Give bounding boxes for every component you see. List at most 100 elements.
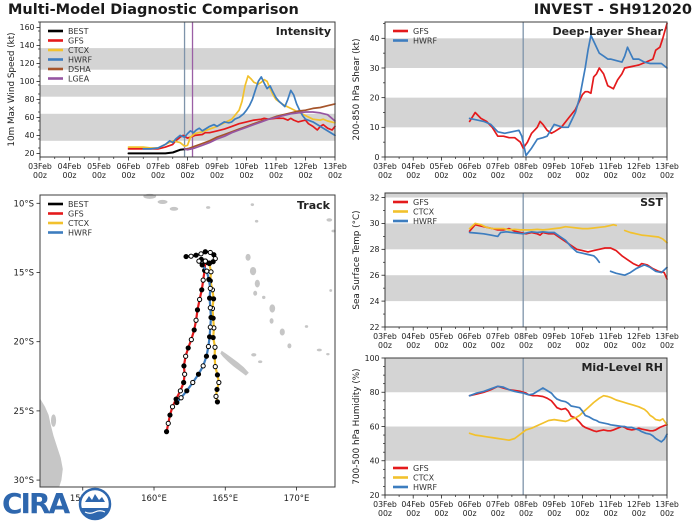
svg-text:09Feb: 09Feb (542, 162, 566, 171)
svg-text:Track: Track (297, 199, 331, 212)
svg-text:04Feb: 04Feb (401, 162, 425, 171)
sst-axes: 03Feb00z04Feb00z05Feb00z06Feb00z07Feb00z… (352, 192, 679, 350)
sst-chart: 03Feb00z04Feb00z05Feb00z06Feb00z07Feb00z… (352, 192, 679, 350)
svg-text:00z: 00z (298, 171, 312, 180)
svg-text:00z: 00z (434, 509, 448, 518)
svg-text:00z: 00z (33, 171, 47, 180)
svg-text:00z: 00z (463, 171, 477, 180)
svg-text:28: 28 (370, 245, 380, 254)
svg-text:13Feb: 13Feb (655, 332, 679, 341)
svg-text:00z: 00z (519, 341, 533, 350)
svg-text:00z: 00z (378, 171, 392, 180)
svg-text:HWRF: HWRF (413, 483, 437, 492)
svg-text:00z: 00z (239, 171, 253, 180)
svg-text:00z: 00z (575, 509, 589, 518)
cira-logo: CIRA (2, 487, 112, 521)
svg-text:00z: 00z (328, 171, 342, 180)
svg-text:30°S: 30°S (14, 476, 34, 486)
svg-text:00z: 00z (660, 509, 674, 518)
svg-text:00z: 00z (632, 509, 646, 518)
svg-text:07Feb: 07Feb (486, 332, 510, 341)
sst-title: SST (640, 196, 663, 209)
svg-text:20: 20 (25, 149, 35, 158)
rh-title: Mid-Level RH (581, 361, 663, 374)
svg-text:20: 20 (370, 491, 380, 500)
svg-text:HWRF: HWRF (413, 36, 437, 45)
svg-text:06Feb: 06Feb (458, 500, 482, 509)
sst-hwrf-line (468, 230, 668, 277)
svg-text:40: 40 (25, 131, 35, 140)
svg-text:20°S: 20°S (14, 338, 34, 348)
svg-text:100: 100 (20, 77, 35, 86)
svg-text:165°E: 165°E (212, 494, 238, 504)
intensity-bands (40, 48, 335, 141)
svg-text:30: 30 (370, 64, 380, 73)
rh-series (468, 385, 668, 443)
svg-text:00z: 00z (575, 171, 589, 180)
svg-text:00z: 00z (547, 341, 561, 350)
svg-text:00z: 00z (632, 171, 646, 180)
svg-text:DSHA: DSHA (68, 65, 91, 74)
svg-text:05Feb: 05Feb (430, 162, 454, 171)
intensity-ctcx-line (127, 75, 336, 149)
storm-id: INVEST - SH912020 (533, 2, 692, 18)
svg-text:00z: 00z (519, 509, 533, 518)
svg-text:12Feb: 12Feb (627, 162, 651, 171)
svg-text:CTCX: CTCX (68, 219, 90, 228)
svg-text:03Feb: 03Feb (373, 332, 397, 341)
svg-text:00z: 00z (604, 171, 618, 180)
svg-text:30: 30 (370, 219, 380, 228)
svg-text:12Feb: 12Feb (294, 162, 318, 171)
svg-text:09Feb: 09Feb (542, 332, 566, 341)
svg-text:40: 40 (370, 457, 380, 466)
svg-text:00z: 00z (406, 341, 420, 350)
cira-globe-icon (78, 487, 112, 521)
svg-text:GFS: GFS (413, 27, 429, 36)
svg-text:00z: 00z (491, 171, 505, 180)
svg-text:08Feb: 08Feb (514, 162, 538, 171)
svg-text:00z: 00z (547, 171, 561, 180)
land-shapes (40, 193, 336, 487)
svg-text:00z: 00z (434, 341, 448, 350)
svg-text:08Feb: 08Feb (514, 500, 538, 509)
svg-text:05Feb: 05Feb (430, 500, 454, 509)
svg-text:SST: SST (640, 196, 663, 209)
svg-text:GFS: GFS (68, 209, 84, 218)
svg-text:05Feb: 05Feb (430, 332, 454, 341)
page-title: Multi-Model Diagnostic Comparison (8, 2, 299, 18)
svg-text:03Feb: 03Feb (373, 162, 397, 171)
svg-text:80: 80 (25, 95, 35, 104)
svg-text:00z: 00z (463, 341, 477, 350)
svg-text:HWRF: HWRF (68, 55, 92, 64)
svg-text:80: 80 (370, 388, 380, 397)
svg-text:140: 140 (20, 41, 35, 50)
svg-text:Sea Surface Temp (°C): Sea Surface Temp (°C) (352, 210, 362, 309)
svg-text:10m Max Wind Speed (kt): 10m Max Wind Speed (kt) (7, 32, 17, 146)
svg-text:13Feb: 13Feb (655, 162, 679, 171)
svg-text:06Feb: 06Feb (458, 332, 482, 341)
svg-text:22: 22 (370, 323, 380, 332)
svg-text:07Feb: 07Feb (146, 162, 170, 171)
svg-text:00z: 00z (491, 509, 505, 518)
svg-text:00z: 00z (406, 171, 420, 180)
svg-text:10°S: 10°S (14, 199, 34, 209)
svg-text:00z: 00z (632, 341, 646, 350)
svg-text:06Feb: 06Feb (117, 162, 141, 171)
rh-gfs-line (468, 385, 668, 433)
track-map: 155°E160°E165°E170°E10°S15°S20°S25°S30°S… (14, 193, 336, 504)
svg-text:170°E: 170°E (284, 494, 310, 504)
svg-text:LGEA: LGEA (68, 74, 90, 83)
intensity-gfs-line (127, 117, 336, 150)
svg-text:24: 24 (370, 297, 380, 306)
svg-text:10Feb: 10Feb (571, 332, 595, 341)
svg-text:03Feb: 03Feb (373, 500, 397, 509)
rh-axes: 03Feb00z04Feb00z05Feb00z06Feb00z07Feb00z… (352, 354, 679, 518)
svg-text:32: 32 (370, 193, 380, 202)
svg-text:07Feb: 07Feb (486, 500, 510, 509)
svg-text:03Feb: 03Feb (28, 162, 52, 171)
intensity-chart: 03Feb00z04Feb00z05Feb00z06Feb00z07Feb00z… (7, 21, 347, 180)
